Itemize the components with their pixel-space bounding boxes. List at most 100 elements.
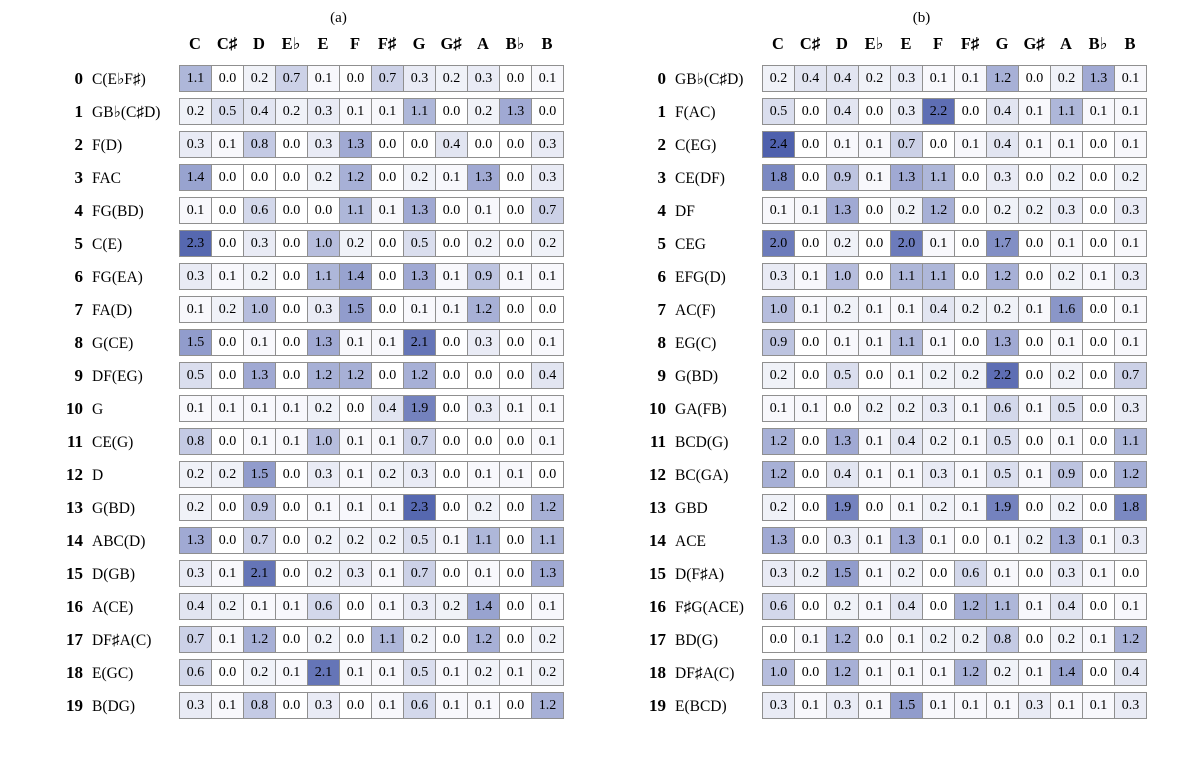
row-label-group: 14 ABC(D) — [53, 531, 179, 551]
column-header: F — [349, 34, 361, 53]
heatmap-cell: 0.0 — [1082, 362, 1115, 389]
row-label: GB♭(C♯D) — [675, 70, 744, 88]
heatmap-cell: 0.3 — [890, 65, 923, 92]
heatmap-cell: 0.0 — [211, 494, 244, 521]
heatmap-cell: 1.3 — [826, 428, 859, 455]
heatmap-cell: 1.2 — [986, 263, 1019, 290]
heatmap-cell: 1.0 — [762, 659, 795, 686]
heatmap-row: 6 FG(EA) 0.3 0.1 0.2 0.0 1.1 1.4 0.0 1.3 0.1 0.9 0.1… — [53, 263, 564, 290]
heatmap-cell: 0.1 — [339, 98, 372, 125]
heatmap-cell: 0.1 — [954, 65, 987, 92]
heatmap-cell: 0.5 — [1050, 395, 1083, 422]
row-index: 2 — [74, 134, 84, 154]
row-label: E(BCD) — [675, 697, 727, 715]
row-label-group: 2 F(D) — [53, 135, 179, 155]
heatmap-cell: 1.3 — [986, 329, 1019, 356]
heatmap-cell: 0.4 — [371, 395, 404, 422]
row-label-group: 13 G(BD) — [53, 498, 179, 518]
row-label: CE(G) — [92, 433, 134, 451]
heatmap-cell: 0.1 — [1018, 395, 1051, 422]
heatmap-cell: 0.0 — [339, 626, 372, 653]
heatmap-cell: 2.4 — [762, 131, 795, 158]
heatmap-cell: 0.0 — [954, 98, 987, 125]
row-label: C(E♭F♯) — [92, 70, 146, 88]
heatmap-cell: 1.2 — [467, 296, 500, 323]
heatmap-cell: 0.9 — [826, 164, 859, 191]
heatmap-cell: 0.1 — [179, 197, 212, 224]
heatmap-cell: 0.0 — [435, 428, 468, 455]
heatmap-cell: 0.2 — [531, 626, 564, 653]
heatmap-cell: 0.1 — [1114, 593, 1147, 620]
row-label-group: 8 G(CE) — [53, 333, 179, 353]
heatmap-cell: 0.1 — [954, 131, 987, 158]
heatmap-cell: 0.0 — [435, 395, 468, 422]
heatmap-cell: 1.2 — [467, 626, 500, 653]
row-label-group: 12 D — [53, 465, 179, 485]
heatmap-cell: 0.0 — [1082, 659, 1115, 686]
row-label-group: 13 GBD — [636, 498, 762, 518]
heatmap-cell: 0.1 — [499, 263, 532, 290]
heatmap-row: 19 E(BCD) 0.3 0.1 0.3 0.1 1.5 0.1 0.1 0.1 0.3 0.1 0.… — [636, 692, 1147, 719]
heatmap-cell: 0.1 — [858, 593, 891, 620]
heatmap-cell: 0.1 — [1082, 560, 1115, 587]
heatmap-cell: 0.1 — [826, 131, 859, 158]
heatmap-cell: 1.3 — [339, 131, 372, 158]
heatmap-cell: 0.0 — [339, 395, 372, 422]
heatmap-cell: 0.2 — [531, 230, 564, 257]
heatmap-cell: 0.1 — [1018, 593, 1051, 620]
heatmap-cell: 0.3 — [762, 560, 795, 587]
row-label: F(AC) — [675, 103, 716, 121]
heatmap-cell: 1.2 — [339, 164, 372, 191]
heatmap-cell: 1.2 — [922, 197, 955, 224]
row-label: B(DG) — [92, 697, 136, 715]
row-label: FA(D) — [92, 301, 133, 319]
heatmap-row: 10 G 0.1 0.1 0.1 0.1 0.2 0.0 0.4 1.9 0.0 0.3 0.1 0.1 — [53, 395, 564, 422]
heatmap-cell: 1.7 — [986, 230, 1019, 257]
heatmap-cell: 0.0 — [794, 494, 827, 521]
heatmap-cell: 0.0 — [499, 329, 532, 356]
heatmap-cell: 0.0 — [1082, 329, 1115, 356]
heatmap-cell: 0.1 — [858, 296, 891, 323]
row-index: 0 — [74, 68, 84, 88]
heatmap-cell: 1.0 — [307, 230, 340, 257]
heatmap-cell: 0.1 — [922, 329, 955, 356]
row-label: BC(GA) — [675, 466, 729, 484]
heatmap-cell: 0.5 — [179, 362, 212, 389]
heatmap-cell: 0.1 — [1114, 65, 1147, 92]
row-index: 4 — [657, 200, 667, 220]
heatmap-cell: 0.7 — [243, 527, 276, 554]
heatmap-cell: 0.0 — [403, 131, 436, 158]
heatmap-cell: 0.4 — [1050, 593, 1083, 620]
heatmap-cell: 0.0 — [794, 461, 827, 488]
heatmap-cell: 0.2 — [307, 164, 340, 191]
heatmap-cell: 0.7 — [179, 626, 212, 653]
heatmap-cell: 0.4 — [435, 131, 468, 158]
heatmap-cell: 1.2 — [339, 362, 372, 389]
heatmap-cell: 0.1 — [211, 560, 244, 587]
heatmap-cell: 1.3 — [467, 164, 500, 191]
heatmap-cell: 1.3 — [403, 263, 436, 290]
row-label: F♯G(ACE) — [675, 598, 744, 616]
heatmap-cell: 0.3 — [826, 527, 859, 554]
heatmap-cell: 1.5 — [339, 296, 372, 323]
heatmap-cell: 0.1 — [435, 164, 468, 191]
row-label-group: 4 FG(BD) — [53, 201, 179, 221]
row-index: 3 — [657, 167, 667, 187]
heatmap-cell: 0.3 — [1050, 560, 1083, 587]
row-label-group: 3 CE(DF) — [636, 168, 762, 188]
row-index: 19 — [66, 695, 83, 715]
heatmap-cell: 0.1 — [307, 494, 340, 521]
heatmap-row: 9 G(BD) 0.2 0.0 0.5 0.0 0.1 0.2 0.2 2.2 0.0 0.2 0.0 0… — [636, 362, 1147, 389]
heatmap-cell: 0.3 — [403, 461, 436, 488]
row-index: 6 — [74, 266, 84, 286]
heatmap-cell: 0.3 — [179, 131, 212, 158]
heatmap-cell: 0.0 — [954, 164, 987, 191]
heatmap-cell: 0.3 — [922, 395, 955, 422]
heatmap-cell: 0.1 — [794, 197, 827, 224]
heatmap-row: 5 C(E) 2.3 0.0 0.3 0.0 1.0 0.2 0.0 0.5 0.0 0.2 0.0 0.… — [53, 230, 564, 257]
heatmap-cell: 0.1 — [435, 692, 468, 719]
heatmap-cell: 0.4 — [826, 461, 859, 488]
heatmap-cell: 0.3 — [307, 692, 340, 719]
heatmap-cell: 1.3 — [826, 197, 859, 224]
heatmap-cell: 0.3 — [307, 98, 340, 125]
